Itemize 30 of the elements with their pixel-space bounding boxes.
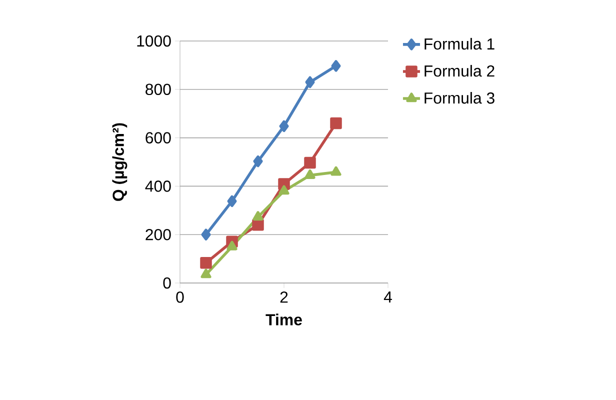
y-tick-label: 200 <box>146 228 171 240</box>
point <box>305 76 315 88</box>
point <box>279 120 289 132</box>
point <box>330 117 342 130</box>
x-tick-label: 0 <box>176 292 184 303</box>
point <box>227 195 237 208</box>
point <box>200 268 212 278</box>
y-tick-label: 0 <box>163 277 171 289</box>
y-tick-label: 600 <box>146 132 171 144</box>
y-tick-label: 400 <box>145 180 171 192</box>
y-tick-label: 800 <box>146 84 171 96</box>
point <box>331 60 341 72</box>
point <box>252 211 264 221</box>
point <box>201 228 211 240</box>
x-tick-label: 4 <box>384 292 392 302</box>
legend-label: Formula 3 <box>424 92 494 104</box>
point <box>278 185 290 195</box>
point <box>200 257 212 269</box>
x-tick-label: 2 <box>280 292 288 303</box>
point <box>226 240 238 250</box>
x-axis-title: Time <box>266 314 302 326</box>
y-tick-label: 1000 <box>137 35 171 47</box>
legend-label: Formula 1 <box>424 38 494 50</box>
legend-label: Formula 2 <box>424 64 494 77</box>
y-axis-title: Q (µg/cm²) <box>112 123 128 201</box>
point <box>252 219 264 231</box>
point <box>304 169 316 179</box>
point <box>330 166 342 176</box>
point <box>304 156 316 169</box>
point <box>253 155 263 168</box>
